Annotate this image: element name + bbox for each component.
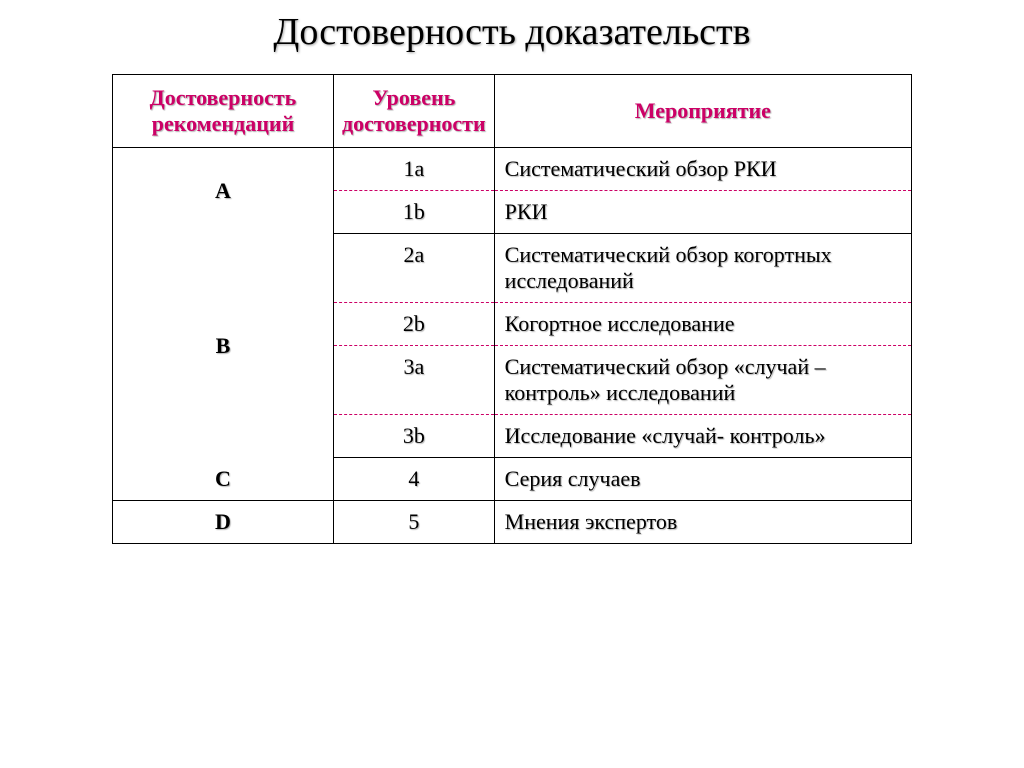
event-cell: Мнения экспертов <box>494 501 911 544</box>
level-cell: 4 <box>334 458 495 501</box>
table-row: C 4 Серия случаев <box>113 458 912 501</box>
page-title: Достоверность доказательств <box>0 0 1024 74</box>
table-row: D 5 Мнения экспертов <box>113 501 912 544</box>
event-cell: Серия случаев <box>494 458 911 501</box>
rec-cell-a: A <box>113 148 334 234</box>
event-cell: Исследование «случай- контроль» <box>494 415 911 458</box>
event-cell: Систематический обзор «случай – контроль… <box>494 346 911 415</box>
table-row: A 1a Систематический обзор РКИ <box>113 148 912 191</box>
table-header-row: Достоверность рекомендаций Уровень досто… <box>113 75 912 148</box>
table-row: B 2a Систематический обзор когортных исс… <box>113 234 912 303</box>
header-level: Уровень достоверности <box>334 75 495 148</box>
level-cell: 3b <box>334 415 495 458</box>
level-cell: 5 <box>334 501 495 544</box>
level-cell: 1b <box>334 191 495 234</box>
level-cell: 2a <box>334 234 495 303</box>
event-cell: Систематический обзор РКИ <box>494 148 911 191</box>
level-cell: 1a <box>334 148 495 191</box>
rec-cell-b: B <box>113 234 334 458</box>
event-cell: РКИ <box>494 191 911 234</box>
header-event: Мероприятие <box>494 75 911 148</box>
rec-cell-d: D <box>113 501 334 544</box>
level-cell: 2b <box>334 303 495 346</box>
rec-cell-c: C <box>113 458 334 501</box>
event-cell: Систематический обзор когортных исследов… <box>494 234 911 303</box>
event-cell: Когортное исследование <box>494 303 911 346</box>
evidence-table: Достоверность рекомендаций Уровень досто… <box>112 74 912 544</box>
header-recommendation: Достоверность рекомендаций <box>113 75 334 148</box>
level-cell: 3a <box>334 346 495 415</box>
